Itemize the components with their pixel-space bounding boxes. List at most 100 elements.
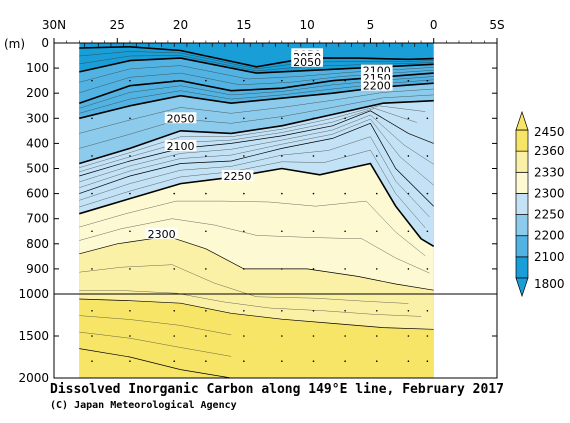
contour-minor-line (79, 331, 232, 357)
x-tick-label: 15 (236, 18, 251, 32)
colorbar-label: 2100 (534, 250, 565, 264)
contour-minor-line (79, 136, 430, 218)
sample-dot (173, 360, 176, 363)
sample-dot (281, 335, 283, 337)
contour-line-2360 (79, 298, 434, 330)
contour-line-2250 (79, 99, 434, 165)
sample-dot (173, 310, 176, 312)
sample-dot (426, 335, 429, 337)
sample-dot (312, 230, 315, 233)
sample-dot (312, 192, 315, 195)
colorbar-swatch (515, 214, 529, 237)
fill-band-2360 (79, 299, 434, 378)
contour-line-2050 (79, 45, 434, 68)
colorbar-swatch (515, 150, 529, 173)
contour-label-bg (291, 55, 323, 67)
sample-dot (426, 230, 429, 233)
sample-dot (91, 192, 93, 195)
colorbar-label: 2330 (534, 165, 565, 179)
sample-dot (243, 155, 245, 157)
sample-dot (243, 117, 245, 120)
sample-dot (375, 117, 378, 120)
sample-dot (281, 117, 283, 120)
sample-dot (407, 192, 410, 195)
sample-dot (205, 79, 207, 82)
sample-dot (312, 310, 315, 312)
y-tick-label: 800 (26, 237, 49, 251)
sample-dot (243, 310, 245, 312)
y-tick-label: 0 (41, 36, 49, 50)
colorbar-label: 2200 (534, 229, 565, 243)
contour-minor-line (79, 108, 417, 173)
contour-minor-line (79, 94, 434, 149)
sample-dot (243, 268, 245, 270)
sample-dot (243, 192, 245, 195)
sample-dot (344, 268, 346, 270)
sample-dot (91, 79, 93, 82)
y-tick-label: 700 (26, 212, 49, 226)
colorbar-label: 1800 (534, 277, 565, 291)
sample-dot (91, 155, 93, 157)
contour-line-2380 (79, 348, 232, 379)
y-tick-label: 900 (26, 262, 49, 276)
sample-dot (129, 310, 131, 312)
contour-label: 2050 (293, 56, 321, 69)
y-tick-label: 2000 (18, 371, 49, 385)
sample-dot (426, 117, 429, 120)
sample-dot (407, 268, 410, 270)
y-tick-label: 400 (26, 136, 49, 150)
sample-dot (205, 268, 207, 270)
sample-dot (129, 155, 131, 157)
sample-dot (129, 335, 131, 337)
sample-dots (91, 79, 429, 363)
sample-dot (344, 230, 346, 233)
y-tick-label: 1500 (18, 329, 49, 343)
colorbar-swatch (515, 171, 529, 194)
sample-dot (129, 117, 131, 120)
colorbar-label: 2250 (534, 208, 565, 222)
sample-dot (205, 192, 207, 195)
y-unit-label: (m) (4, 37, 25, 51)
sample-dot (426, 268, 429, 270)
sample-dot (312, 360, 315, 363)
sample-dot (91, 335, 93, 337)
sample-dot (129, 79, 131, 82)
sample-dot (129, 230, 131, 233)
sample-dot (312, 335, 315, 337)
contour-label-layer: 2050205020502100215022002050210022502300 (145, 48, 393, 241)
sample-dot (375, 360, 378, 363)
colorbar: 1800 2100 2200 2250 2300 2330 2360 2450 (515, 110, 565, 298)
sample-dot (91, 117, 93, 120)
sample-dot (205, 230, 207, 233)
sample-dot (407, 360, 410, 363)
sample-dot (173, 79, 176, 82)
sample-dot (375, 310, 378, 312)
credit-text: (C) Japan Meteorological Agency (50, 399, 237, 411)
sample-dot (375, 192, 378, 195)
sample-dot (281, 79, 283, 82)
contour-minor-line (79, 51, 434, 70)
contour-label-bg (360, 79, 393, 91)
colorbar-label: 2360 (534, 144, 565, 158)
sample-dot (426, 155, 429, 157)
sample-dot (344, 335, 346, 337)
contour-label: 2250 (224, 170, 252, 183)
sample-dot (407, 117, 410, 120)
sample-dot (91, 268, 93, 270)
x-tick-label: 0 (430, 18, 438, 32)
colorbar-label: 2300 (534, 186, 565, 200)
colorbar-label: 2450 (534, 125, 565, 139)
sample-dot (129, 268, 131, 270)
y-tick-label: 1000 (18, 287, 49, 301)
sample-dot (426, 79, 429, 82)
sample-dot (407, 155, 410, 157)
y-tick-label: 300 (26, 111, 49, 125)
sample-dot (173, 268, 176, 270)
contour-line-2270 (79, 110, 434, 177)
contour-minor-line (79, 88, 434, 134)
sample-dot (375, 268, 378, 270)
sample-dot (344, 310, 346, 312)
contour-line-2300 (79, 162, 435, 247)
colorbar-swatch (515, 235, 529, 258)
sample-dot (426, 192, 429, 195)
